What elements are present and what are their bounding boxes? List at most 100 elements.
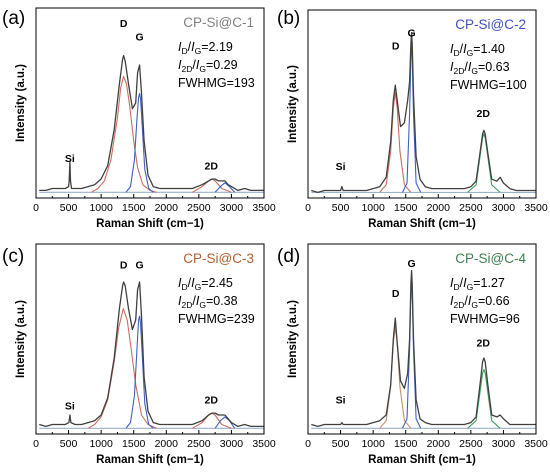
ratio-symbol: I xyxy=(468,60,472,74)
x-tick-label: 3000 xyxy=(492,202,516,214)
x-tick-label: 500 xyxy=(60,438,78,450)
ratio-symbol: I xyxy=(196,294,200,308)
sample-title: CP-Si@C-1 xyxy=(183,15,254,30)
x-tick-label: 2000 xyxy=(155,202,179,214)
panel-label: (b) xyxy=(277,8,300,29)
x-tick-label: 0 xyxy=(305,438,311,450)
x-tick-label: 2500 xyxy=(187,438,211,450)
ratio-num-sub: 2D xyxy=(181,300,192,310)
x-tick-label: 2000 xyxy=(427,202,451,214)
x-tick-label: 3500 xyxy=(524,202,548,214)
series-line-fit-D xyxy=(91,75,157,193)
x-tick-label: 3000 xyxy=(220,438,244,450)
ratio-num-sub: 2D xyxy=(453,300,464,310)
peak-label: Si xyxy=(336,161,346,173)
sample-title: CP-Si@C-3 xyxy=(183,251,254,266)
x-tick-label: 500 xyxy=(332,438,350,450)
x-axis-label: Raman Shift (cm−1) xyxy=(368,454,476,466)
peak-label: D xyxy=(120,260,128,272)
panel-label: (d) xyxy=(277,246,300,267)
series-group xyxy=(311,31,536,194)
x-tick-label: 2000 xyxy=(155,438,179,450)
peak-label: G xyxy=(407,258,415,270)
peak-label: G xyxy=(135,31,143,43)
panel-label: (a) xyxy=(2,8,25,29)
peak-label: G xyxy=(407,27,415,39)
x-tick-label: 1500 xyxy=(394,202,418,214)
ratio-symbol: I xyxy=(450,276,454,290)
panel-d: (d) 0 500 1000 1500 2000 2500 3000 3500 Raman Shi… xyxy=(277,243,548,466)
x-tick-label: 0 xyxy=(305,202,311,214)
x-tick-label: 500 xyxy=(332,202,350,214)
ratio-num-sub: D xyxy=(181,46,187,56)
ratio-symbol: I xyxy=(178,40,182,54)
ratio-slash: / xyxy=(460,276,464,290)
ratio-annotation: I2D/IG=0.66 xyxy=(450,294,510,310)
x-tick-label: 500 xyxy=(60,202,78,214)
ratio-slash: / xyxy=(188,276,192,290)
ratio-symbol: I xyxy=(463,42,467,56)
peak-label: 2D xyxy=(205,395,219,407)
fwhm-annotation: FWHMG=100 xyxy=(450,78,527,92)
x-tick-label: 2000 xyxy=(427,438,451,450)
ratio-slash: / xyxy=(464,294,468,308)
ratio-num-sub: D xyxy=(453,282,459,292)
ratio-value: =1.40 xyxy=(473,42,505,56)
x-tick-label: 3500 xyxy=(252,202,276,214)
ratio-symbol: I xyxy=(463,276,467,290)
ratio-value: =0.66 xyxy=(478,294,510,308)
series-line-fit-2D xyxy=(467,368,501,429)
ratio-value: =2.19 xyxy=(201,40,233,54)
ratio-symbol: I xyxy=(191,40,195,54)
series-line-fit-2D-2 xyxy=(214,182,236,193)
x-tick-label: 1500 xyxy=(122,438,146,450)
sample-title: CP-Si@C-2 xyxy=(455,17,526,32)
series-group xyxy=(39,54,264,193)
ratio-symbol: I xyxy=(468,294,472,308)
ratio-symbol: I xyxy=(178,58,182,72)
ratio-num-sub: D xyxy=(453,48,459,58)
ratio-symbol: I xyxy=(178,294,182,308)
peak-label: 2D xyxy=(205,161,219,173)
series-line-spectrum xyxy=(311,269,536,428)
peak-label: 2D xyxy=(477,108,491,120)
series-group xyxy=(311,269,536,429)
y-axis-label: Intensity (a.u.) xyxy=(15,64,27,142)
series-group xyxy=(39,281,264,429)
panel-b: (b) 0 500 1000 1500 2000 2500 3000 3500 Raman Shi… xyxy=(277,8,548,230)
ratio-slash: / xyxy=(192,58,196,72)
ratio-den-sub: G xyxy=(195,282,202,292)
fwhm-annotation: FWHMG=96 xyxy=(450,312,520,326)
sample-title: CP-Si@C-4 xyxy=(455,251,526,266)
ratio-annotation: ID/IG=1.40 xyxy=(450,42,505,58)
ratio-num-sub: 2D xyxy=(453,66,464,76)
fwhm-annotation: FWHMG=239 xyxy=(178,312,255,326)
series-line-fit-G xyxy=(125,92,154,193)
ratio-value: =2.45 xyxy=(201,276,233,290)
ratio-symbol: I xyxy=(450,60,454,74)
x-tick-label: 2500 xyxy=(459,438,483,450)
ratio-den-sub: G xyxy=(467,282,474,292)
ratio-annotation: I2D/IG=0.29 xyxy=(178,58,238,74)
ratio-value: =0.38 xyxy=(206,294,238,308)
ratio-slash: / xyxy=(464,60,468,74)
x-tick-label: 2500 xyxy=(187,202,211,214)
ratio-num-sub: D xyxy=(181,282,187,292)
ratio-symbol: I xyxy=(191,276,195,290)
peak-label: D xyxy=(392,40,400,52)
x-tick-label: 1500 xyxy=(394,438,418,450)
series-line-spectrum xyxy=(39,281,264,428)
fwhm-annotation: FWHMG=193 xyxy=(178,76,255,90)
y-axis-label: Intensity (a.u.) xyxy=(15,300,27,378)
x-tick-label: 1500 xyxy=(122,202,146,214)
peak-label: Si xyxy=(65,153,75,165)
ratio-den-sub: G xyxy=(471,66,478,76)
peak-label: 2D xyxy=(477,338,491,350)
peak-label: Si xyxy=(65,400,75,412)
ratio-annotation: ID/IG=2.19 xyxy=(178,40,233,56)
x-tick-label: 3500 xyxy=(524,438,548,450)
x-tick-label: 3000 xyxy=(220,202,244,214)
x-tick-label: 0 xyxy=(33,438,39,450)
ratio-annotation: I2D/IG=0.38 xyxy=(178,294,238,310)
ratio-annotation: ID/IG=2.45 xyxy=(178,276,233,292)
